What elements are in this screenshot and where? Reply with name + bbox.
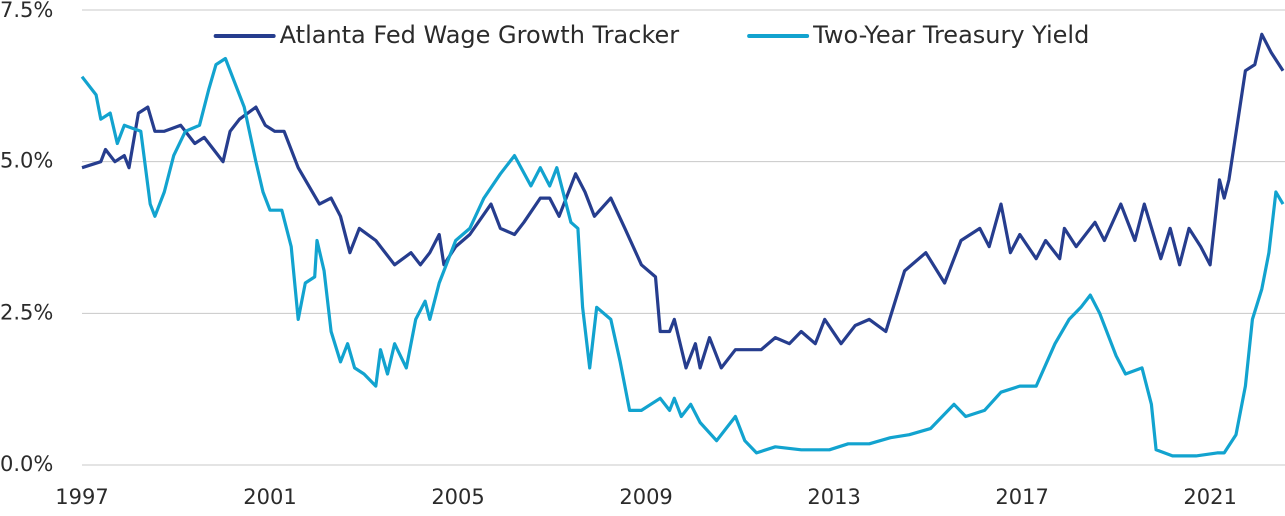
x-tick-label: 2005 [431,485,484,509]
y-tick-label: 2.5% [0,300,53,324]
y-tick-label: 0.0% [0,452,53,476]
legend-label: Two-Year Treasury Yield [812,21,1089,49]
line-series [81,32,1285,370]
y-tick-label: 7.5% [0,0,53,22]
x-tick-label: 2009 [619,485,672,509]
y-tick-label: 5.0% [0,149,53,173]
x-tick-label: 2017 [995,485,1048,509]
x-tick-label: 1997 [55,485,108,509]
x-tick-label: 2021 [1183,485,1236,509]
x-tick-label: 2001 [243,485,296,509]
legend-label: Atlanta Fed Wage Growth Tracker [280,21,680,49]
line-series [80,56,1285,458]
x-tick-label: 2013 [807,485,860,509]
